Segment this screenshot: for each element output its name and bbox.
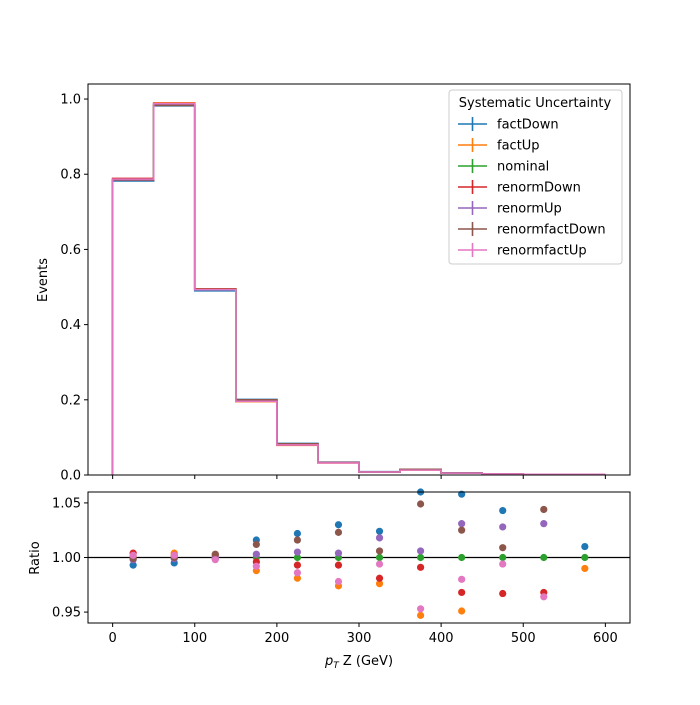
ratio-point-factdown <box>499 506 507 515</box>
ratio-point-renormfactdown <box>540 505 548 514</box>
ratio-point-factdown <box>334 521 343 529</box>
legend-label-factdown: factDown <box>497 118 559 133</box>
ratio-point-renormfactup <box>458 575 466 583</box>
ratio-point-renormfactdown <box>375 547 384 555</box>
main-panel: 0.0 0.2 0.4 0.6 0.8 1.0 Events <box>36 83 631 484</box>
ratio-x-ticks: 0 100 200 300 400 500 600 <box>108 623 618 646</box>
ratio-point-nominal <box>458 553 466 562</box>
ratio-point-factup <box>375 580 384 588</box>
main-y-tick-label: 1.0 <box>60 93 81 108</box>
ratio-point-renormup <box>458 520 466 528</box>
legend-title: Systematic Uncertainty <box>459 96 612 111</box>
ratio-point-renormdown <box>334 561 343 569</box>
ratio-point-factup <box>581 564 589 573</box>
ratio-point-factdown <box>129 561 137 569</box>
main-y-axis-label: Events <box>36 258 51 302</box>
ratio-point-renormfactup <box>334 577 343 586</box>
legend: Systematic Uncertainty factDown factUp nom… <box>448 89 623 265</box>
ratio-point-nominal <box>581 553 589 562</box>
ratio-point-renormup <box>334 549 343 557</box>
ratio-x-tick-label: 300 <box>347 631 372 646</box>
ratio-point-nominal <box>375 553 384 562</box>
main-x-ticks <box>112 475 606 479</box>
ratio-x-tick-label: 100 <box>182 631 207 646</box>
legend-label-renormfactdown: renormfactDown <box>497 223 606 238</box>
ratio-y-tick-label: 0.95 <box>52 606 81 621</box>
ratio-point-renormup <box>416 547 425 555</box>
ratio-point-renormfactup <box>211 556 219 564</box>
ratio-point-renormfactup <box>540 593 548 601</box>
ratio-point-renormfactup <box>416 605 425 613</box>
histogram-line-renormfactup <box>111 102 606 476</box>
ratio-point-renormup <box>540 520 548 528</box>
ratio-point-renormup <box>499 523 507 531</box>
ratio-point-renormfactdown <box>458 526 466 534</box>
ratio-x-tick-label: 200 <box>264 631 289 646</box>
legend-label-nominal: nominal <box>497 160 549 175</box>
x-label-subscript: T <box>333 661 340 671</box>
ratio-point-renormfactup <box>170 551 178 559</box>
ratio-point-nominal <box>416 553 425 562</box>
main-y-tick-label: 0.4 <box>60 318 81 333</box>
main-y-tick-label: 0.6 <box>60 243 81 258</box>
ratio-point-renormfactdown <box>293 536 302 544</box>
ratio-point-factup <box>293 574 302 582</box>
ratio-x-tick-label: 0 <box>108 631 116 646</box>
legend-label-renormup: renormUp <box>497 202 562 217</box>
legend-label-factup: factUp <box>497 139 540 154</box>
ratio-point-renormfactup <box>499 560 507 568</box>
ratio-y-axis-label: Ratio <box>28 541 43 574</box>
ratio-point-factdown <box>293 529 302 538</box>
ratio-y-tick-label: 1.05 <box>52 496 81 511</box>
x-label-main: p <box>324 654 333 669</box>
ratio-point-nominal <box>293 553 302 562</box>
legend-entries: factDown factUp nominal renormDown renormUp r… <box>458 117 606 259</box>
ratio-point-renormup <box>293 548 302 556</box>
ratio-panel: 0.95 1.00 1.05 0 100 200 300 400 500 600 Ratio p… <box>28 488 631 671</box>
ratio-point-factup <box>416 611 425 619</box>
ratio-point-renormdown <box>293 561 302 569</box>
ratio-point-renormup <box>375 534 384 542</box>
ratio-point-renormdown <box>499 589 507 598</box>
ratio-point-factup <box>458 607 466 615</box>
ratio-point-factdown <box>375 527 384 535</box>
ratio-point-renormfactup <box>375 560 384 568</box>
ratio-point-renormfactdown <box>416 500 425 508</box>
ratio-point-nominal <box>540 553 548 562</box>
main-y-tick-label: 0.8 <box>60 168 81 183</box>
ratio-x-tick-label: 600 <box>593 631 618 646</box>
ratio-y-tick-label: 1.00 <box>52 551 81 566</box>
main-y-tick-label: 0.0 <box>60 469 81 484</box>
ratio-point-renormfactdown <box>499 544 507 552</box>
ratio-point-renormfactup <box>293 569 302 577</box>
ratio-point-renormfactup <box>129 551 137 559</box>
ratio-point-renormdown <box>375 574 384 582</box>
ratio-x-tick-label: 400 <box>429 631 454 646</box>
legend-label-renormdown: renormDown <box>497 181 581 196</box>
ratio-point-renormfactdown <box>252 540 260 549</box>
main-y-tick-label: 0.2 <box>60 393 81 408</box>
ratio-point-renormfactdown <box>334 528 343 536</box>
main-series-group <box>111 101 606 476</box>
x-label-rest: Z (GeV) <box>339 654 393 669</box>
ratio-point-renormdown <box>416 563 425 571</box>
ratio-point-renormfactup <box>252 562 260 570</box>
legend-label-renormfactup: renormfactUp <box>497 244 587 259</box>
main-y-ticks: 0.0 0.2 0.4 0.6 0.8 1.0 <box>60 93 88 484</box>
ratio-point-renormfactdown <box>211 550 219 558</box>
ratio-point-renormdown <box>458 588 466 597</box>
legend-box <box>448 89 623 265</box>
ratio-point-factdown <box>581 542 589 551</box>
ratio-point-nominal <box>499 553 507 562</box>
ratio-y-ticks: 0.95 1.00 1.05 <box>52 496 88 621</box>
ratio-x-axis-label: pT Z (GeV) <box>324 654 393 671</box>
ratio-point-renormup <box>252 550 260 558</box>
ratio-x-tick-label: 500 <box>511 631 536 646</box>
